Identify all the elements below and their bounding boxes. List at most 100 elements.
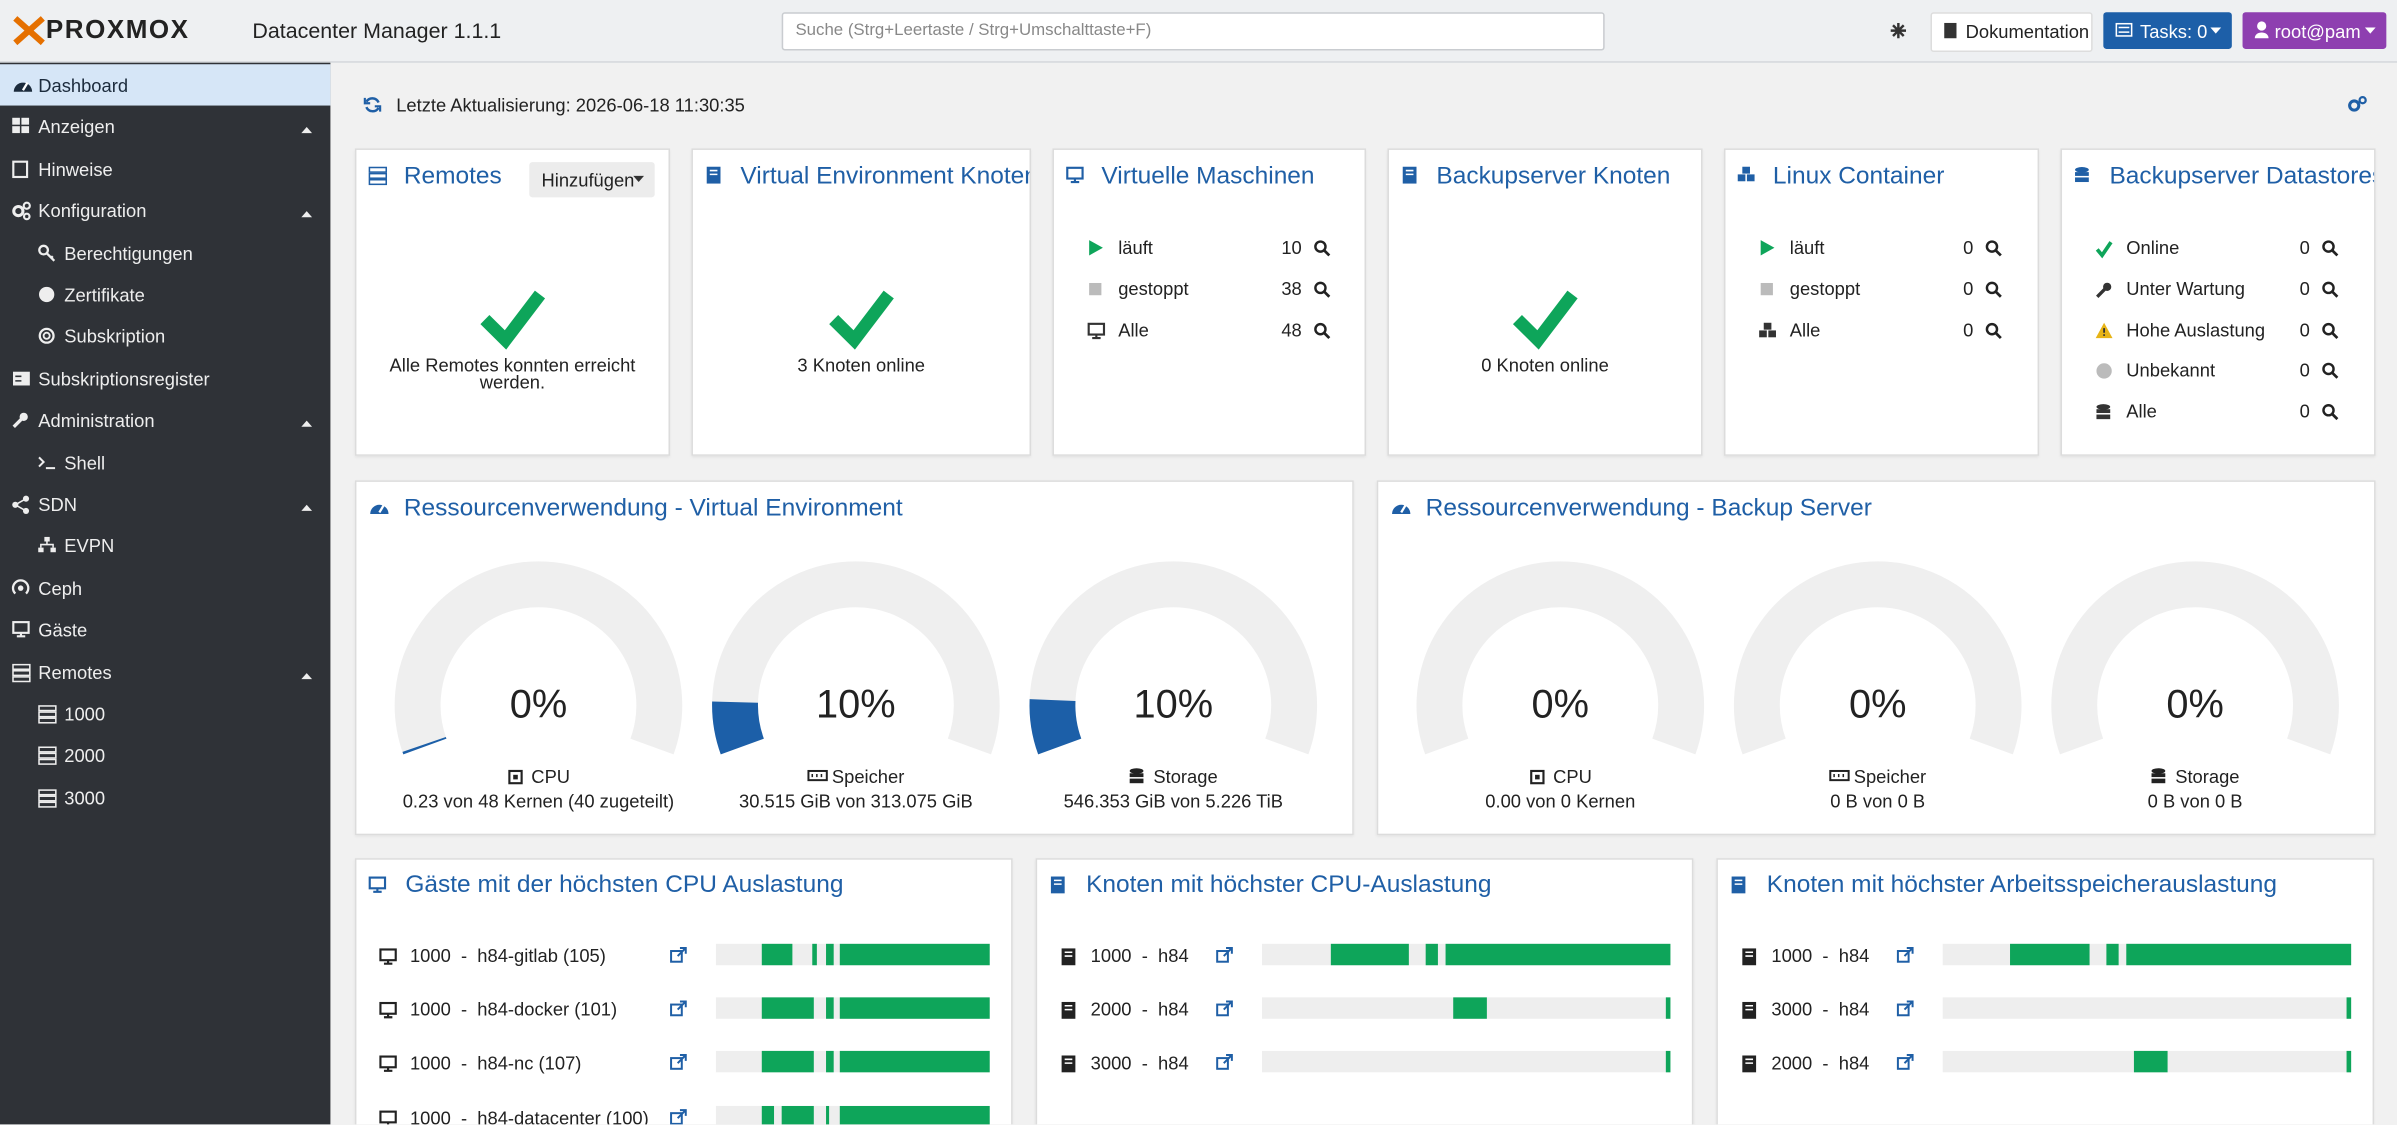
open-link[interactable]	[1896, 946, 1914, 964]
nav-item[interactable]: Gäste	[0, 609, 330, 650]
add-button[interactable]: Hinzufügen	[529, 162, 655, 198]
search-icon[interactable]	[1985, 240, 2003, 257]
panel-icon	[369, 499, 392, 522]
usage-bar	[1942, 943, 2352, 966]
row-icon	[1759, 281, 1776, 298]
search-icon[interactable]	[2322, 281, 2339, 298]
nav-item[interactable]: 1000	[0, 693, 330, 734]
search-icon[interactable]	[1985, 322, 2003, 339]
gauge	[356, 482, 1352, 834]
search-icon[interactable]	[1314, 281, 1331, 298]
open-link[interactable]	[670, 946, 687, 964]
user-button[interactable]	[2242, 12, 2387, 49]
panel-title: Gäste mit der höchsten CPU Auslastung	[405, 871, 844, 898]
nav-item[interactable]: EVPN	[0, 525, 330, 566]
open-link[interactable]	[1896, 1000, 1914, 1018]
open-link[interactable]	[670, 1054, 687, 1072]
icon-graphic	[670, 1054, 687, 1071]
refresh-icon[interactable]	[363, 96, 382, 113]
nav-item[interactable]: Hinweise	[0, 148, 330, 189]
search-icon[interactable]	[2322, 240, 2339, 257]
gauge	[1378, 482, 2374, 834]
gauge-fill	[1029, 699, 1082, 755]
row-label: Alle	[2126, 401, 2157, 423]
row-count: 10	[1281, 237, 1302, 259]
usage-segment	[825, 1051, 834, 1073]
nav-item[interactable]: Ceph	[0, 567, 330, 608]
theme-icon[interactable]	[1890, 22, 1907, 39]
icon-graphic	[1216, 1054, 1233, 1071]
nav-item[interactable]: Shell	[0, 441, 330, 482]
nav-item[interactable]: Konfiguration	[0, 190, 330, 231]
panel-title: Virtuelle Maschinen	[1101, 163, 1315, 190]
icon-graphic	[38, 456, 56, 469]
row-label: 1000 - h84	[1771, 945, 1870, 967]
open-link[interactable]	[1216, 1000, 1233, 1018]
nav-label: Konfiguration	[38, 200, 147, 223]
open-link[interactable]	[670, 1000, 687, 1018]
icon-graphic	[2096, 282, 2112, 298]
icon-graphic	[2096, 404, 2111, 420]
open-link[interactable]	[1216, 946, 1233, 964]
nav-label: Zertifikate	[64, 284, 145, 306]
panel-icon	[705, 166, 728, 190]
nav-item[interactable]: Subskriptionsregister	[0, 358, 330, 399]
icon-graphic	[1087, 322, 1106, 339]
search-icon[interactable]	[2322, 404, 2339, 421]
icon-graphic	[12, 160, 29, 178]
open-link[interactable]	[1216, 1054, 1233, 1072]
icon-graphic	[1512, 290, 1578, 350]
panel-title: Backupserver Knoten	[1436, 163, 1671, 190]
nav-caret	[301, 666, 313, 679]
usage-segment	[839, 997, 990, 1020]
nav-caret	[301, 499, 313, 511]
nav-label: Anzeigen	[38, 116, 115, 139]
search-box[interactable]	[781, 12, 1605, 51]
icon-graphic	[1050, 876, 1065, 894]
nav-label: Ceph	[38, 577, 83, 600]
nav-label: 2000	[64, 745, 106, 767]
nav-item[interactable]: Remotes	[0, 651, 330, 692]
icon-graphic	[1061, 1002, 1076, 1020]
open-link[interactable]	[1896, 1054, 1914, 1072]
nav-label: Hinweise	[38, 158, 113, 181]
nav-item[interactable]: Subskription	[0, 316, 330, 357]
gauge-icon	[1129, 768, 1147, 786]
icon-graphic	[1896, 1000, 1914, 1017]
settings-icon[interactable]	[2348, 95, 2367, 113]
search-icon[interactable]	[2322, 363, 2339, 380]
icon-graphic	[1066, 166, 1084, 184]
tasks-button[interactable]	[2103, 12, 2232, 49]
icon-graphic	[38, 244, 56, 262]
nav-item[interactable]: Dashboard	[0, 64, 331, 106]
docs-button[interactable]	[1930, 12, 2093, 53]
nav-icon	[38, 454, 56, 472]
gauge-svg	[712, 561, 1000, 755]
nav-item[interactable]: Anzeigen	[0, 106, 330, 147]
open-link[interactable]	[670, 1108, 687, 1125]
nav-item[interactable]: Zertifikate	[0, 274, 330, 315]
add-label: Hinzufügen	[541, 169, 635, 192]
usage-bar	[715, 1105, 990, 1125]
usage-bar	[715, 943, 990, 966]
row-icon	[1759, 240, 1776, 257]
nav-item[interactable]: 2000	[0, 735, 330, 776]
nav-item[interactable]: Administration	[0, 400, 330, 441]
panel-icon	[1737, 166, 1761, 190]
usage-segment	[839, 1051, 990, 1073]
nav-label: Administration	[38, 410, 155, 432]
book-icon	[1944, 22, 1957, 39]
gauge-icon	[1829, 768, 1850, 786]
search-icon[interactable]	[1314, 240, 1331, 257]
icon-graphic	[368, 876, 387, 893]
usage-segment	[762, 1051, 815, 1073]
nav-label: 1000	[64, 703, 106, 726]
nav-item[interactable]: Berechtigungen	[0, 232, 330, 273]
status-message: Alle Remotes konnten erreicht werden.	[389, 354, 636, 394]
search-icon[interactable]	[1314, 322, 1331, 339]
nav-item[interactable]: 3000	[0, 777, 330, 818]
nav-item[interactable]: SDN	[0, 483, 330, 524]
search-icon[interactable]	[1985, 281, 2003, 298]
search-icon[interactable]	[2322, 322, 2339, 339]
nav-icon	[12, 201, 31, 221]
